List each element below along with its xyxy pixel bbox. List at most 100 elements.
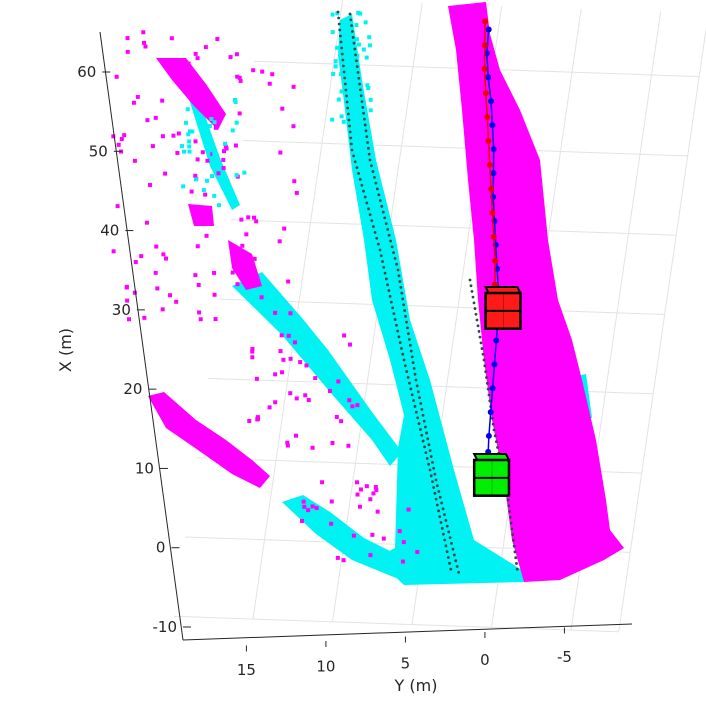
scatter-point	[132, 158, 137, 163]
lane-marking-point	[455, 565, 459, 568]
scatter-point	[144, 220, 149, 225]
scatter-point	[252, 256, 257, 261]
lane-marking-point	[386, 228, 390, 231]
lane-marking-point	[387, 233, 391, 237]
scatter-point	[207, 124, 212, 129]
scatter-point	[366, 85, 371, 90]
scatter-point	[254, 219, 259, 224]
lane-marking-point	[368, 158, 372, 162]
lane-marking-point	[365, 135, 369, 139]
lane-marking-point	[348, 124, 351, 128]
lane-marking-point	[431, 460, 434, 464]
y-tick-label-30: 30	[112, 301, 131, 319]
scatter-point	[371, 491, 376, 496]
scatter-point	[304, 363, 309, 368]
scatter-point	[143, 44, 148, 49]
lane-marking-point	[370, 219, 374, 222]
scatter-point	[169, 36, 174, 41]
scatter-point	[246, 215, 251, 220]
trajectory-point	[482, 18, 489, 25]
scatter-point	[199, 98, 204, 103]
scatter-point	[221, 166, 226, 171]
scatter-point	[116, 142, 121, 147]
lane-marking-point	[434, 478, 438, 482]
y-tick-label-50: 50	[89, 142, 108, 160]
scatter-point	[288, 311, 293, 316]
scatter-point	[259, 295, 264, 300]
x-axis-line	[182, 623, 633, 641]
lane-marking-point	[437, 490, 441, 493]
lane-marking-point	[492, 428, 496, 432]
lane-marking-point	[514, 556, 518, 560]
scatter-point	[187, 144, 192, 149]
scatter-point	[124, 285, 129, 290]
scatter-point	[281, 357, 286, 362]
lane-marking-point	[484, 370, 488, 374]
scatter-point	[353, 94, 358, 99]
scatter-point	[154, 244, 159, 249]
scatter-point	[358, 11, 363, 16]
lane-marking-point	[375, 187, 379, 191]
scatter-point	[211, 155, 216, 160]
lane-marking-point	[421, 439, 425, 443]
lane-marking-point	[482, 358, 486, 362]
scatter-point	[214, 153, 219, 158]
scatter-point	[187, 149, 192, 154]
scatter-point	[186, 61, 191, 66]
scatter-point	[141, 30, 146, 35]
lane-marking-point	[513, 550, 517, 554]
scatter-point	[255, 415, 260, 420]
lane-marking-point	[447, 530, 451, 534]
scatter-point	[251, 68, 256, 73]
obstacle-left-upper	[156, 58, 226, 130]
lane-marking-point	[397, 274, 401, 278]
scatter-point	[267, 81, 272, 86]
lane-marking-point	[344, 88, 348, 92]
scatter-point	[193, 51, 198, 56]
lane-marking-point	[367, 146, 370, 150]
lane-marking-point	[377, 193, 381, 197]
scatter-point	[180, 144, 185, 149]
lane-marking-point	[348, 12, 352, 16]
ground-left-branch-upper	[232, 272, 402, 466]
lane-marking-point	[375, 236, 379, 240]
lane-marking-point	[340, 52, 344, 56]
scatter-point	[200, 150, 205, 155]
lane-marking-point	[381, 210, 385, 214]
scatter-point	[340, 62, 345, 67]
lane-marking-point	[349, 142, 353, 146]
scatter-point	[235, 282, 240, 287]
lane-marking-point	[432, 466, 436, 470]
scatter-point	[205, 178, 210, 183]
scatter-point	[230, 128, 235, 133]
lane-marking-point	[357, 76, 361, 80]
scatter-point	[232, 98, 237, 103]
scatter-point	[350, 93, 355, 98]
lane-marking-point	[444, 544, 448, 548]
scatter-point	[233, 100, 238, 105]
lane-marking-point	[439, 521, 443, 524]
lane-marking-point	[494, 440, 498, 444]
scatter-point	[364, 484, 369, 489]
lane-marking-point	[378, 248, 382, 252]
lane-marking-point	[359, 94, 363, 98]
scatter-point	[354, 37, 359, 42]
lane-marking-point	[409, 387, 413, 391]
lane-marking-point	[496, 446, 499, 449]
scatter-point	[356, 42, 361, 47]
grid-line-edge	[618, 26, 706, 632]
scatter-point	[314, 506, 319, 511]
lane-marking-point	[445, 550, 449, 554]
lane-marking-point	[424, 425, 427, 429]
trajectory-point	[485, 74, 492, 81]
scatter-point	[193, 139, 198, 144]
scatter-point	[339, 114, 344, 119]
lane-marking-point	[422, 419, 426, 423]
scatter-point	[131, 100, 136, 105]
scatter-point	[374, 487, 379, 492]
scatter-point	[341, 119, 346, 124]
scatter-point	[298, 360, 303, 365]
lane-marking-point	[355, 166, 359, 170]
scatter-point	[356, 10, 361, 15]
scatter-point	[171, 133, 176, 138]
